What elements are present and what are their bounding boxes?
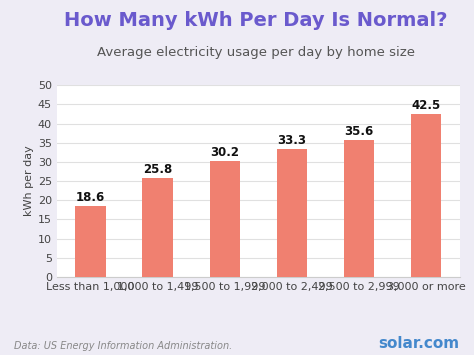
Text: 30.2: 30.2 bbox=[210, 146, 239, 159]
Text: Data: US Energy Information Administration.: Data: US Energy Information Administrati… bbox=[14, 342, 232, 351]
Text: How Many kWh Per Day Is Normal?: How Many kWh Per Day Is Normal? bbox=[64, 11, 448, 30]
Text: solar.com: solar.com bbox=[379, 337, 460, 351]
Text: Average electricity usage per day by home size: Average electricity usage per day by hom… bbox=[97, 46, 415, 59]
Text: 33.3: 33.3 bbox=[277, 134, 306, 147]
Bar bbox=[344, 141, 374, 277]
Text: 35.6: 35.6 bbox=[345, 126, 374, 138]
Bar bbox=[277, 149, 307, 277]
Bar bbox=[75, 206, 106, 277]
Bar bbox=[411, 114, 441, 277]
Text: 42.5: 42.5 bbox=[411, 99, 441, 112]
Bar bbox=[143, 178, 173, 277]
Bar bbox=[210, 161, 240, 277]
Y-axis label: kWh per day: kWh per day bbox=[24, 146, 34, 217]
Text: 25.8: 25.8 bbox=[143, 163, 172, 176]
Text: 18.6: 18.6 bbox=[76, 191, 105, 204]
